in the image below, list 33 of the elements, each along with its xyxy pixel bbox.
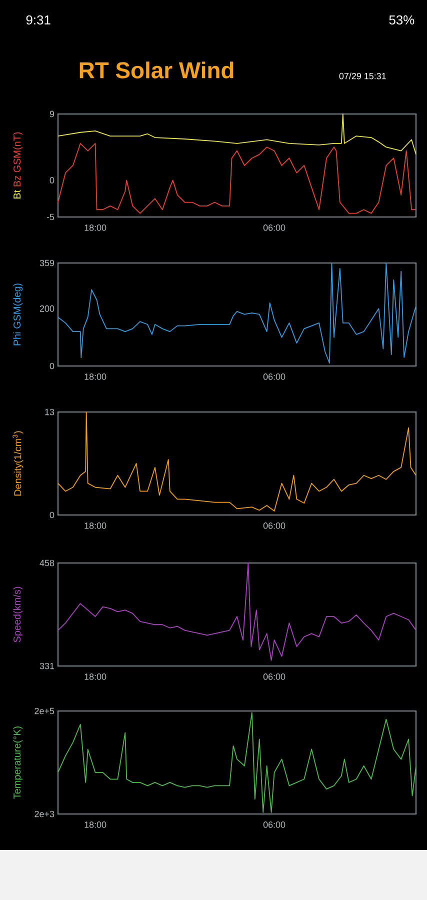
x-tick-label: 18:00 <box>84 374 106 380</box>
text: 53% <box>389 15 414 25</box>
x-tick-label: 06:00 <box>263 822 286 828</box>
text: Bt <box>14 190 21 198</box>
x-tick-label: 18:00 <box>84 822 106 828</box>
y-tick-label: 2e+5 <box>34 708 54 714</box>
y-axis-title: Speed(km/s) <box>13 586 23 642</box>
y-axis-title: Phi GSM(deg) <box>13 284 23 346</box>
x-tick-label: 06:00 <box>263 674 286 680</box>
y-axis-title: Density(1/cm$^{3}$) <box>12 431 24 496</box>
y-tick-label: 13 <box>45 408 54 416</box>
x-tick-label: 18:00 <box>84 522 106 529</box>
y-axis-title: GSM(nT) <box>13 132 23 172</box>
y-tick-label: 0 <box>50 362 54 370</box>
chart-title: RT Solar Wind <box>80 62 234 78</box>
y-tick-label: 9 <box>50 110 54 118</box>
x-tick-label: 18:00 <box>84 674 106 680</box>
x-tick-label: 06:00 <box>263 522 286 529</box>
y-tick-label: 2e+3 <box>34 810 54 818</box>
y-tick-label: 200 <box>40 305 54 312</box>
text: Bz <box>14 176 20 186</box>
y-tick-label: 458 <box>40 560 54 566</box>
x-tick-label: 06:00 <box>263 224 286 231</box>
y-tick-label: 331 <box>40 662 54 670</box>
y-tick-label: 0 <box>50 512 54 518</box>
y-tick-label: 359 <box>40 260 54 266</box>
y-axis-title: Temperature(°K) <box>13 726 23 799</box>
x-tick-label: 18:00 <box>84 224 106 231</box>
y-tick-label: -5 <box>46 214 54 220</box>
text: 9:31 <box>26 15 50 25</box>
y-tick-label: 0 <box>50 177 54 184</box>
text: 07/29 15:31 <box>339 72 386 80</box>
x-tick-label: 06:00 <box>263 374 286 380</box>
